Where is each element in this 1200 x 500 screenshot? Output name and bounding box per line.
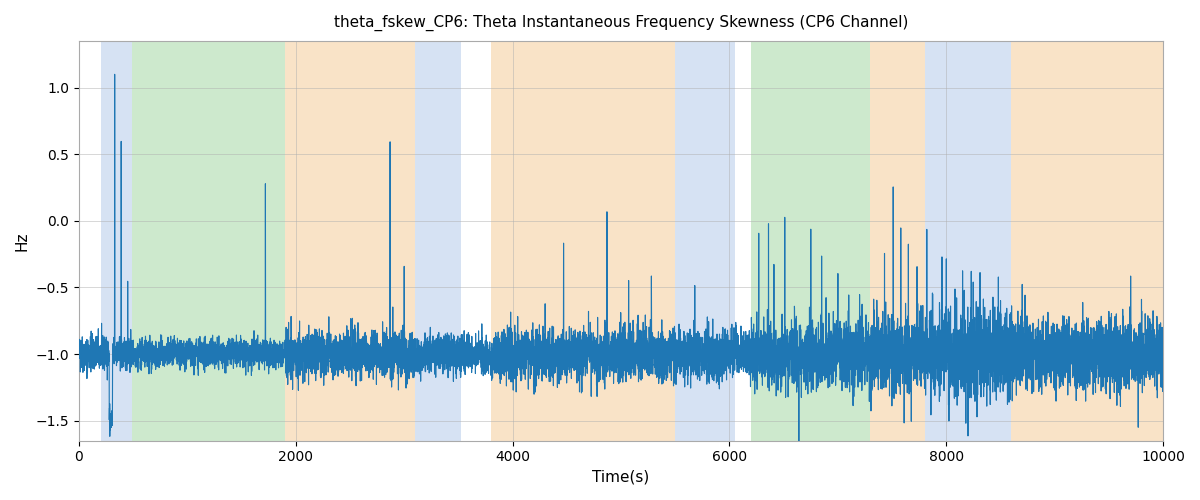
Bar xyxy=(132,41,284,440)
Y-axis label: Hz: Hz xyxy=(14,231,30,250)
Bar xyxy=(676,41,734,440)
Bar xyxy=(491,41,676,440)
Bar xyxy=(284,41,415,440)
Bar xyxy=(751,41,870,440)
Bar xyxy=(924,41,1012,440)
Bar xyxy=(415,41,461,440)
Title: theta_fskew_CP6: Theta Instantaneous Frequency Skewness (CP6 Channel): theta_fskew_CP6: Theta Instantaneous Fre… xyxy=(334,15,908,31)
Bar xyxy=(870,41,924,440)
X-axis label: Time(s): Time(s) xyxy=(593,470,649,485)
Bar xyxy=(101,41,132,440)
Bar xyxy=(1012,41,1163,440)
